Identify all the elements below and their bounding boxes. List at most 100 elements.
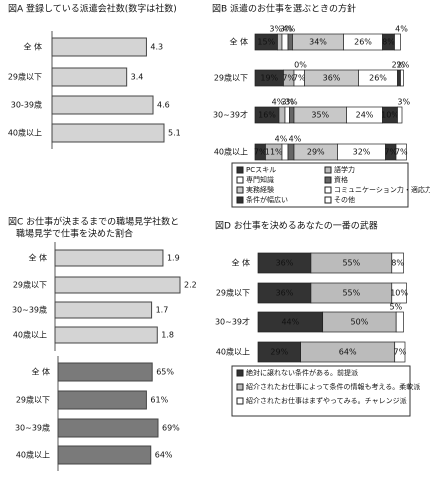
- value-label: 65%: [156, 368, 174, 377]
- value-label: 69%: [162, 424, 180, 433]
- category-label: 40歳以上: [13, 330, 47, 340]
- bar-segment: [289, 106, 295, 124]
- legend-label: その他: [334, 195, 355, 204]
- value-label: 15%: [257, 38, 275, 47]
- category-label: 29歳以下: [216, 288, 250, 298]
- legend-label: コミュニケーション力・適応力: [334, 185, 430, 194]
- category-label: 全 体: [229, 37, 248, 47]
- chart-title: 図A 登録している派遣会社数(数字は社数): [8, 3, 177, 15]
- chart-title: 職場見学で仕事を決めた割合: [16, 228, 133, 240]
- chart-title: 図B 派遣のお仕事を選ぶときの方針: [212, 3, 356, 15]
- value-label: 4%: [395, 25, 408, 34]
- bar-segment: [395, 143, 407, 161]
- bar: [57, 362, 153, 382]
- value-label: 2.2: [184, 281, 197, 290]
- value-label: 3%: [285, 98, 298, 107]
- value-label: 1.9: [167, 254, 180, 263]
- legend-box: [231, 162, 409, 208]
- value-label: 4%: [283, 25, 296, 34]
- legend-marker: [324, 176, 332, 184]
- legend-label: 条件が幅広い: [246, 195, 288, 204]
- value-label: 19%: [260, 74, 278, 83]
- bar-segment: [278, 106, 286, 124]
- legend-label: 専門知識: [246, 175, 274, 184]
- category-label: 全 体: [23, 42, 42, 52]
- legend-marker: [236, 397, 244, 405]
- legend-marker: [236, 196, 244, 204]
- value-label: 50%: [351, 318, 369, 327]
- legend-label: 実務経験: [246, 185, 274, 194]
- value-label: 26%: [354, 38, 372, 47]
- chart-title: 図D お仕事を決めるあなたの一番の武器: [215, 220, 378, 232]
- value-label: 35%: [311, 111, 329, 120]
- bar: [51, 95, 154, 115]
- bar-segment: [281, 33, 289, 51]
- value-label: 8%: [382, 38, 395, 47]
- bar-segment: [284, 106, 290, 124]
- legend-marker: [236, 383, 244, 391]
- value-label: 4.3: [150, 43, 163, 52]
- value-label: 44%: [281, 318, 299, 327]
- bar-segment: [391, 282, 407, 304]
- category-label: 40歳以上: [16, 450, 50, 460]
- bar: [54, 326, 158, 344]
- legend-marker: [236, 166, 244, 174]
- value-label: 7%: [282, 74, 295, 83]
- category-label: 40歳以上: [214, 147, 248, 157]
- bar: [51, 67, 128, 87]
- value-label: 3%: [269, 25, 282, 34]
- legend-label: 紹介されたお仕事はまずやってみる。チャレンジ派: [246, 396, 407, 405]
- value-label: 7%: [394, 348, 407, 357]
- value-label: 7%: [254, 148, 267, 157]
- value-label: 5.1: [168, 129, 181, 138]
- category-label: 40歳以上: [216, 347, 250, 357]
- category-label: 全 体: [28, 253, 47, 263]
- category-label: 30~39才: [213, 110, 248, 120]
- value-label: 7%: [293, 74, 306, 83]
- legend-marker: [324, 186, 332, 194]
- bar: [54, 276, 181, 294]
- legend-marker: [236, 369, 244, 377]
- value-label: 3%: [281, 98, 294, 107]
- value-label: 55%: [342, 289, 360, 298]
- bar-segment: [397, 106, 403, 124]
- value-label: 11%: [265, 148, 283, 157]
- bar-segment: [277, 33, 283, 51]
- value-label: 29%: [270, 348, 288, 357]
- category-label: 全 体: [231, 258, 250, 268]
- value-label: 0%: [294, 61, 307, 70]
- value-label: 3%: [280, 25, 293, 34]
- value-label: 5%: [390, 303, 403, 312]
- value-label: 29%: [307, 148, 325, 157]
- bar: [57, 390, 147, 410]
- value-label: 64%: [339, 348, 357, 357]
- bar-segment: [287, 33, 293, 51]
- bar-segment: [394, 341, 406, 363]
- category-label: 29歳以下: [214, 73, 248, 83]
- bar: [54, 301, 153, 319]
- category-label: 40歳以上: [8, 128, 42, 138]
- bar-segment: [391, 252, 404, 274]
- bar-segment: [397, 69, 401, 87]
- category-label: 29歳以下: [8, 72, 42, 82]
- value-label: 10%: [381, 111, 399, 120]
- value-label: 16%: [258, 111, 276, 120]
- value-label: 34%: [309, 38, 327, 47]
- value-label: 2%: [397, 61, 410, 70]
- value-label: 8%: [391, 259, 404, 268]
- value-label: 10%: [390, 289, 408, 298]
- value-label: 1.7: [156, 306, 169, 315]
- category-label: 29歳以下: [16, 395, 50, 405]
- legend-marker: [324, 166, 332, 174]
- legend-marker: [236, 186, 244, 194]
- bar-segment: [400, 69, 404, 87]
- category-label: 30~39歳: [12, 305, 47, 315]
- value-label: 36%: [323, 74, 341, 83]
- value-label: 4%: [289, 135, 302, 144]
- bar-segment: [287, 143, 295, 161]
- category-label: 30~39才: [215, 317, 250, 327]
- value-label: 24%: [356, 111, 374, 120]
- value-label: 32%: [353, 148, 371, 157]
- bar-segment: [394, 33, 401, 51]
